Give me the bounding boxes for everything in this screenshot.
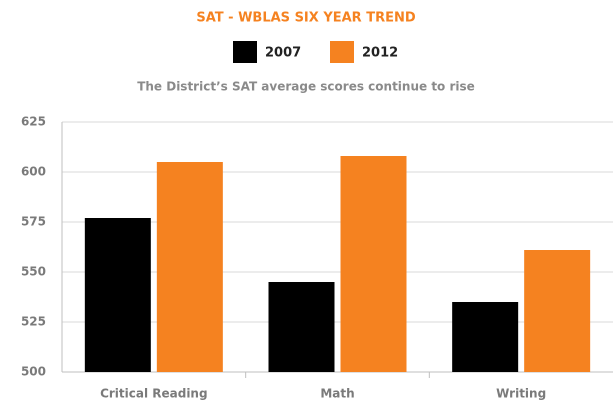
y-tick-label: 600 — [21, 165, 46, 179]
y-tick-label: 625 — [21, 115, 46, 129]
legend-swatch — [330, 41, 354, 63]
chart-title: SAT - WBLAS SIX YEAR TREND — [196, 11, 415, 26]
legend-swatch — [233, 41, 257, 63]
bar — [340, 156, 407, 372]
x-tick-label: Math — [320, 387, 354, 401]
bar — [452, 302, 519, 372]
bar — [268, 282, 335, 372]
x-tick-label: Writing — [496, 387, 546, 401]
y-tick-label: 575 — [21, 215, 46, 229]
y-tick-label: 500 — [21, 365, 46, 379]
chart-subtitle: The District’s SAT average scores contin… — [137, 80, 475, 94]
legend-label: 2012 — [362, 46, 398, 61]
bar — [524, 250, 591, 372]
y-tick-label: 525 — [21, 315, 46, 329]
legend-label: 2007 — [265, 46, 301, 61]
bar — [84, 218, 151, 372]
bar — [156, 162, 223, 372]
y-tick-label: 550 — [21, 265, 46, 279]
x-tick-label: Critical Reading — [100, 387, 208, 401]
